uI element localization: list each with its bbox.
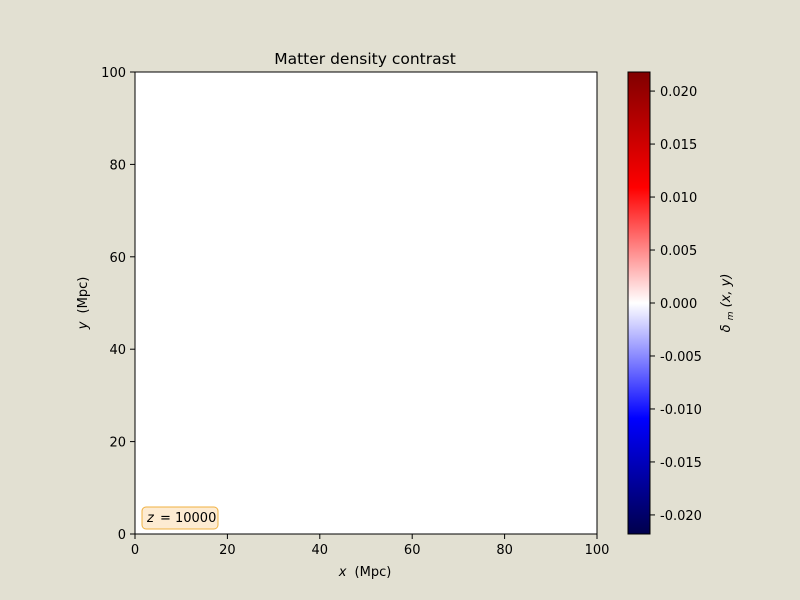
y-tick-label: 0 [118,528,126,543]
x-tick-label: 60 [404,543,421,558]
colorbar-tick-label: 0.005 [660,244,697,259]
annotation-var: z [146,511,155,526]
x-tick-label: 100 [585,543,610,558]
y-tick-label: 80 [109,158,126,173]
y-tick-label: 20 [109,436,126,451]
y-axis: 0 20 40 60 80 100 [101,66,135,543]
x-axis-label-unit: (Mpc) [355,565,392,580]
x-tick-label: 80 [496,543,513,558]
colorbar-label: δ m (x, y) [719,274,737,333]
colorbar-label-sub: m [726,311,736,320]
y-axis-label: y (Mpc) [76,277,91,331]
colorbar-tick-label: 0.015 [660,138,697,153]
y-tick-label: 60 [109,251,126,266]
annotation-value: = 10000 [160,511,216,526]
colorbar-tick-label: 0.020 [660,85,697,100]
chart-title: Matter density contrast [274,50,456,68]
colorbar-axis: -0.020 -0.015 -0.010 -0.005 0.000 0.005 0.010 0… [650,85,702,524]
y-tick-label: 40 [109,343,126,358]
colorbar-gradient [628,72,650,534]
x-tick-label: 20 [219,543,236,558]
heatmap-field [135,72,597,534]
x-tick-label: 40 [312,543,329,558]
colorbar-tick-label: -0.015 [660,456,702,471]
y-tick-label: 100 [101,66,126,81]
colorbar-tick-label: 0.000 [660,297,697,312]
annotation-text: z = 10000 [146,511,216,526]
colorbar-tick-label: 0.010 [660,191,697,206]
y-axis-label-unit: (Mpc) [76,277,91,314]
y-axis-label-var: y [76,321,91,330]
colorbar-label-args: (x, y) [719,274,734,308]
colorbar-tick-label: -0.020 [660,509,702,524]
redshift-annotation: z = 10000 [141,506,219,530]
colorbar-tick-label: -0.010 [660,403,702,418]
colorbar-label-main: δ [719,324,734,332]
annotation-box [141,506,219,530]
x-tick-label: 0 [131,543,139,558]
x-axis-label-var: x [338,565,347,580]
colorbar-tick-label: -0.005 [660,350,702,365]
x-axis: 0 20 40 60 80 100 [131,534,610,558]
plot-frame [134,71,598,535]
x-axis-label: x (Mpc) [338,565,392,580]
